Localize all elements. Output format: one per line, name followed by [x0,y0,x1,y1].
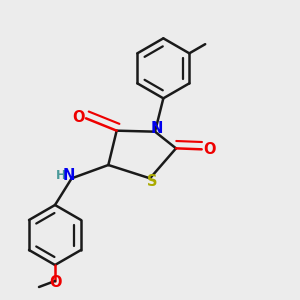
Text: O: O [50,275,62,290]
Text: O: O [72,110,85,125]
Text: N: N [63,168,75,183]
Text: N: N [151,121,163,136]
Text: O: O [203,142,215,157]
Text: S: S [147,173,158,188]
Text: H: H [56,169,66,182]
